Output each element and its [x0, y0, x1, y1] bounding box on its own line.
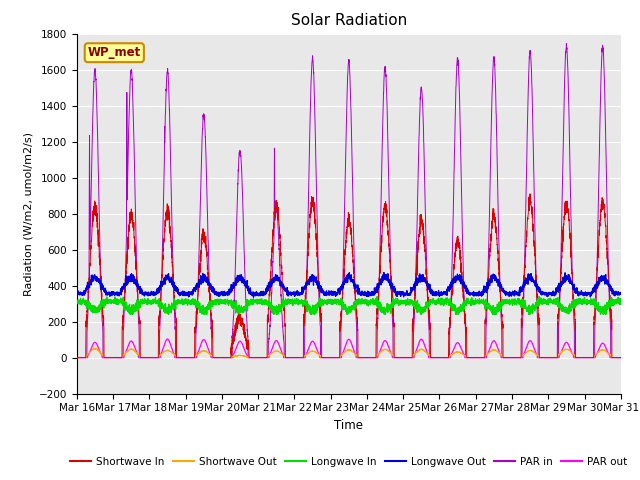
- X-axis label: Time: Time: [334, 419, 364, 432]
- Title: Solar Radiation: Solar Radiation: [291, 13, 407, 28]
- Y-axis label: Radiation (W/m2, umol/m2/s): Radiation (W/m2, umol/m2/s): [23, 132, 33, 296]
- Legend: Shortwave In, Shortwave Out, Longwave In, Longwave Out, PAR in, PAR out: Shortwave In, Shortwave Out, Longwave In…: [66, 453, 632, 471]
- Text: WP_met: WP_met: [88, 46, 141, 59]
